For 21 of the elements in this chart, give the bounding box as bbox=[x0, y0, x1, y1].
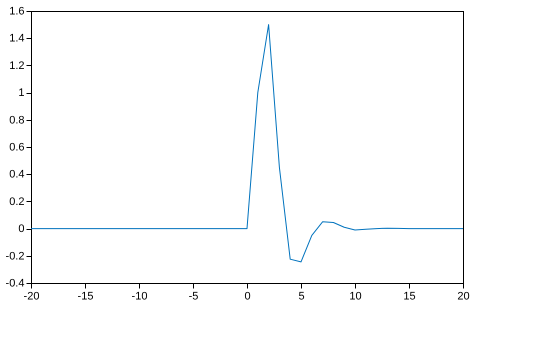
x-tick-label: 20 bbox=[457, 290, 470, 302]
y-tick-label: 0.4 bbox=[9, 168, 24, 181]
x-tick-label: -5 bbox=[188, 290, 198, 302]
x-tick-label: -10 bbox=[132, 290, 148, 302]
x-tick-label: 0 bbox=[244, 290, 251, 302]
line-series bbox=[30, 24, 464, 262]
y-tick-label: 1.6 bbox=[9, 6, 24, 18]
y-tick-label: 1 bbox=[18, 87, 24, 100]
x-tick-label: -20 bbox=[24, 290, 40, 302]
x-tick-label: -15 bbox=[78, 290, 94, 302]
x-tick-label: 15 bbox=[403, 290, 416, 302]
y-tick-label: 1.4 bbox=[9, 32, 24, 45]
y-tick-label: -0.2 bbox=[6, 250, 24, 262]
y-tick-label: 0.8 bbox=[9, 114, 24, 126]
y-tick-label: 0.6 bbox=[9, 142, 24, 154]
x-tick-label: 5 bbox=[298, 290, 305, 302]
y-tick-label: -0.4 bbox=[6, 278, 24, 290]
y-tick-label: 1.2 bbox=[9, 60, 24, 72]
y-tick-label: 0.2 bbox=[9, 196, 24, 208]
y-tick-label: 0 bbox=[18, 223, 24, 236]
x-tick-label: 10 bbox=[349, 290, 362, 302]
